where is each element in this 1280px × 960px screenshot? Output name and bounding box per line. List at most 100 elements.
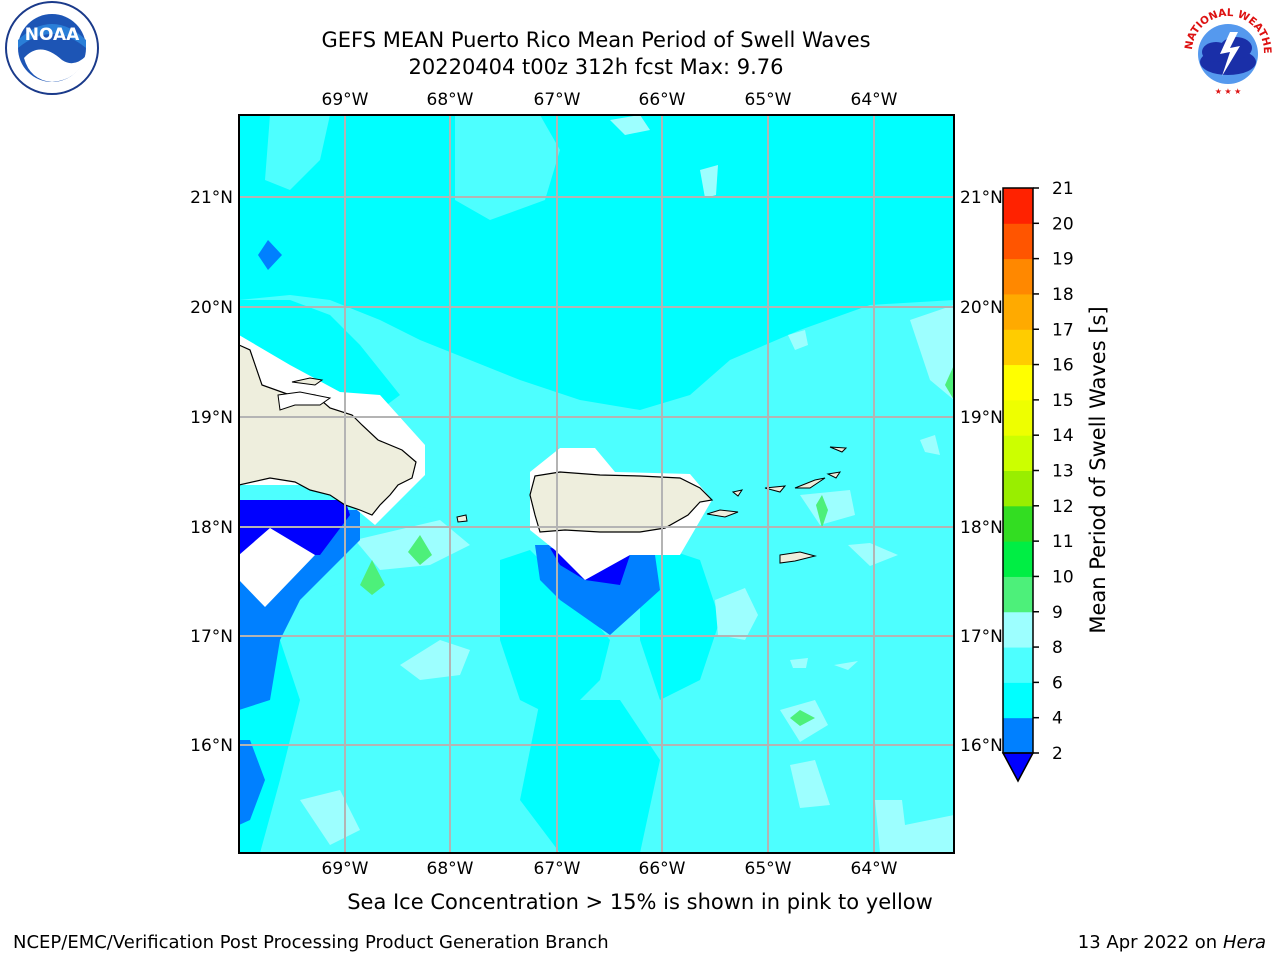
coast-gonave <box>277 391 332 411</box>
lat-label-right: 19°N <box>960 408 1003 428</box>
lat-label-right: 16°N <box>960 736 1003 756</box>
lon-label-top: 66°W <box>639 90 686 110</box>
island-culebra <box>731 489 744 497</box>
colorbar-swatches <box>1003 188 1033 754</box>
colorbar-tick-label: 14 <box>1052 426 1074 446</box>
contour-9s-patch <box>610 115 650 135</box>
colorbar-tick-label: 12 <box>1052 497 1074 517</box>
island-anegada <box>829 446 848 453</box>
contour-10s-patch <box>816 495 828 528</box>
sea-ice-note: Sea Ice Concentration > 15% is shown in … <box>347 890 933 914</box>
colorbar-tick-label: 10 <box>1052 567 1074 587</box>
lat-label-right: 21°N <box>960 188 1003 208</box>
colorbar-extend-triangle <box>1001 752 1035 783</box>
colorbar-tick-label: 16 <box>1052 356 1074 376</box>
colorbar-tick-label: 21 <box>1052 179 1074 199</box>
colorbar-swatch <box>1003 223 1033 260</box>
noaa-logo-text: NOAA <box>25 25 80 45</box>
colorbar-swatch <box>1003 576 1033 613</box>
contour-9s-patch <box>875 800 954 853</box>
colorbar-tick-label: 2 <box>1052 744 1063 764</box>
contour-9s-patch <box>790 658 808 668</box>
contour-6s-south <box>520 700 660 853</box>
island-tortuga <box>291 377 324 386</box>
lon-label-bottom: 69°W <box>322 859 369 879</box>
colorbar-swatch <box>1003 505 1033 542</box>
lon-label-bottom: 64°W <box>851 859 898 879</box>
machine-name: Hera <box>1222 932 1266 953</box>
date-value: 13 Apr 2022 on <box>1077 932 1218 953</box>
contour-8s-patch <box>265 115 330 190</box>
contour-10s-patch <box>945 365 954 400</box>
colorbar-swatch <box>1003 470 1033 507</box>
colorbar-swatch <box>1003 188 1033 224</box>
contour-9s-patch <box>834 661 858 670</box>
svg-text:★ ★ ★: ★ ★ ★ <box>1215 87 1242 96</box>
noaa-logo: NOAA <box>5 1 99 95</box>
contour-9s-patch <box>715 588 758 640</box>
colorbar-tick-label: 18 <box>1052 285 1074 305</box>
colorbar-tick-label: 8 <box>1052 638 1063 658</box>
contour-9s-patch <box>790 760 830 808</box>
contour-9s-patch <box>788 330 808 350</box>
contour-10s-patch <box>408 535 432 565</box>
contour-6s-south <box>640 540 720 700</box>
colorbar-tick-label: 20 <box>1052 214 1074 234</box>
contour-10s-patch <box>360 560 385 595</box>
chart-title: GEFS MEAN Puerto Rico Mean Period of Swe… <box>321 28 871 52</box>
lon-label-top: 69°W <box>322 90 369 110</box>
colorbar-swatch <box>1003 329 1033 366</box>
map-frame <box>238 114 955 854</box>
colorbar-swatch <box>1003 541 1033 577</box>
graticule <box>239 115 954 853</box>
colorbar-tick-label: 6 <box>1052 673 1063 693</box>
lat-label-right: 18°N <box>960 518 1003 538</box>
masked-area <box>239 528 315 607</box>
contour-9s-patch <box>355 520 470 570</box>
lon-label-top: 67°W <box>534 90 581 110</box>
colorbar-swatch <box>1003 682 1033 719</box>
colorbar-swatch <box>1003 435 1033 471</box>
lat-label-left: 17°N <box>190 627 233 647</box>
colorbar-tick-label: 4 <box>1052 709 1063 729</box>
colorbar-swatch <box>1003 293 1033 330</box>
colorbar-swatch <box>1003 364 1033 401</box>
lat-label-right: 20°N <box>960 298 1003 318</box>
colorbar-swatch <box>1003 717 1033 754</box>
contour-9s-patch <box>700 165 718 198</box>
lon-label-top: 68°W <box>427 90 474 110</box>
contour-9s-patch <box>400 640 470 680</box>
lon-label-bottom: 66°W <box>639 859 686 879</box>
colorbar-swatch <box>1003 258 1033 295</box>
chart-subtitle: 20220404 t00z 312h fcst Max: 9.76 <box>408 55 784 79</box>
lon-label-bottom: 68°W <box>427 859 474 879</box>
lon-label-top: 64°W <box>851 90 898 110</box>
contour-4s-patch <box>239 740 265 825</box>
island-virgin-gorda <box>826 471 842 479</box>
colorbar-tick-label: 9 <box>1052 603 1063 623</box>
contour-9s-patch <box>800 490 855 525</box>
colorbar-ticks: 2 4 6 8 9 10 11 12 13 14 15 16 17 18 19 20 21 <box>1033 179 1074 764</box>
lat-label-left: 18°N <box>190 518 233 538</box>
date-text: 13 Apr 2022 on Hera <box>1078 932 1266 953</box>
contour-4s-patch <box>258 240 282 270</box>
contour-9s-patch <box>920 435 940 455</box>
lat-label-left: 21°N <box>190 188 233 208</box>
island-tortola <box>794 477 826 489</box>
lon-label-top: 65°W <box>745 90 792 110</box>
colorbar-swatch <box>1003 647 1033 683</box>
lat-label-right: 17°N <box>960 627 1003 647</box>
colorbar-tick-label: 15 <box>1052 391 1074 411</box>
credit-text: NCEP/EMC/Verification Post Processing Pr… <box>13 932 609 953</box>
lon-label-bottom: 65°W <box>745 859 792 879</box>
contour-8s-patch <box>455 115 560 220</box>
colorbar-swatch <box>1003 399 1033 436</box>
contour-9s-patch <box>910 305 954 400</box>
colorbar: 2 4 6 8 9 10 11 12 13 14 15 16 17 18 19 20 21 Mean Perio… <box>1001 179 1110 783</box>
lat-label-left: 19°N <box>190 408 233 428</box>
colorbar-label: Mean Period of Swell Waves [s] <box>1086 306 1110 633</box>
lon-label-bottom: 67°W <box>534 859 581 879</box>
island-mona <box>456 514 468 523</box>
island-vieques <box>706 509 739 518</box>
